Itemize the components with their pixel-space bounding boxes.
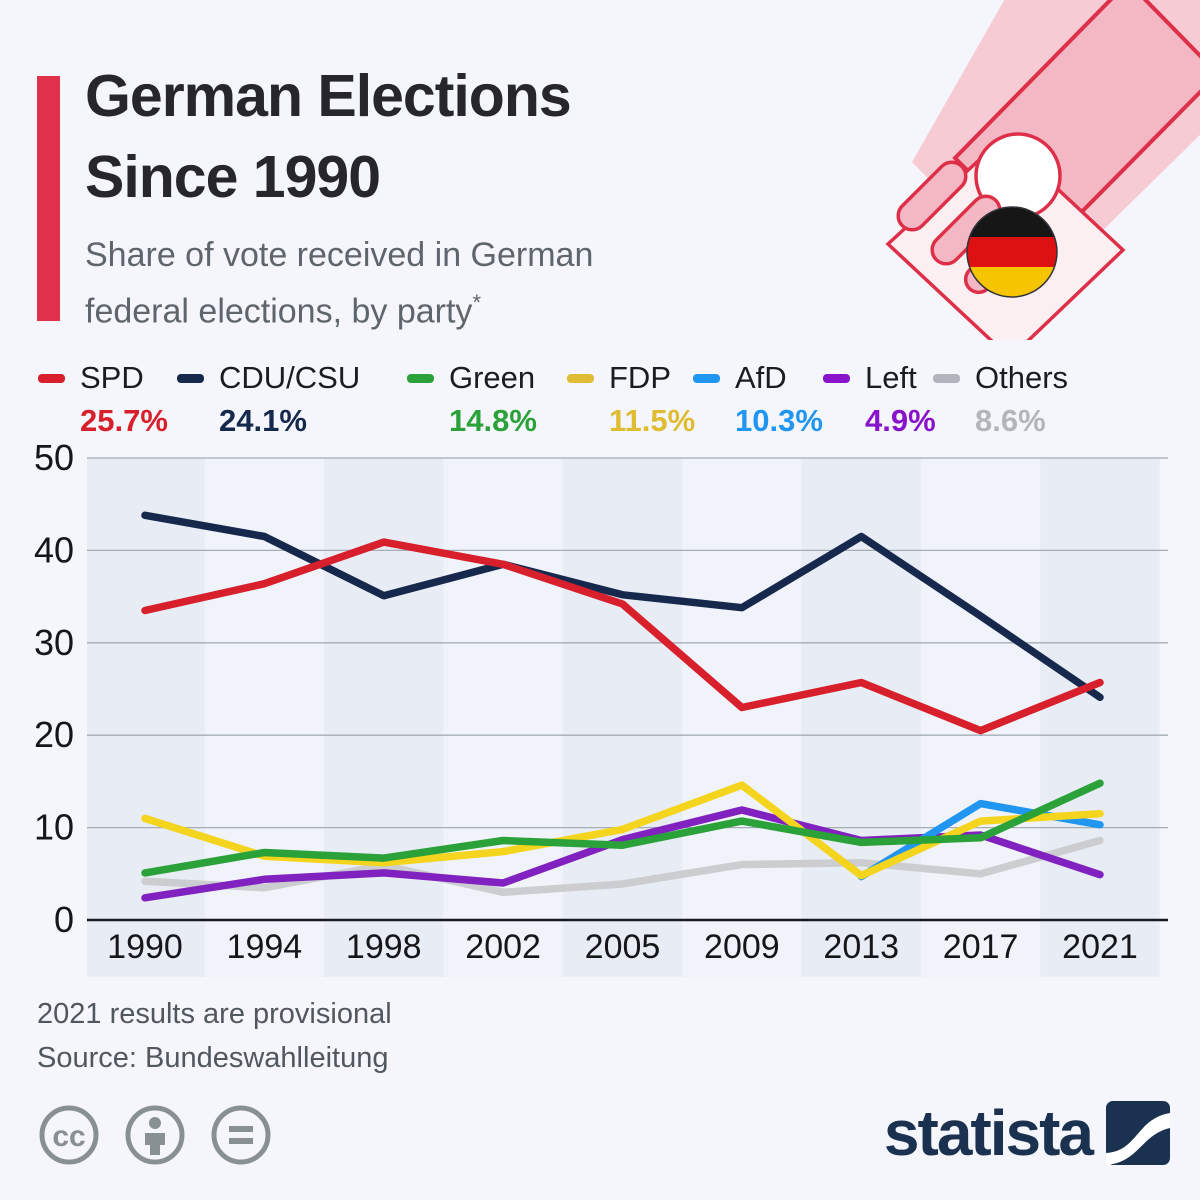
legend-label: CDU/CSU: [219, 360, 361, 395]
footnote-provisional: 2021 results are provisional: [37, 998, 392, 1030]
statista-logo-icon: [1106, 1101, 1170, 1165]
year-stripe: [324, 458, 444, 977]
x-axis-tick-label: 2013: [823, 928, 899, 966]
year-stripe: [1040, 458, 1160, 977]
y-axis-tick-label: 40: [34, 529, 74, 570]
title-accent-bar: [37, 76, 60, 321]
legend-label: Left: [865, 360, 917, 395]
attribution-icon: [125, 1105, 185, 1165]
x-axis-tick-label: 2002: [465, 928, 541, 966]
legend-swatch-icon: [933, 373, 960, 383]
legend-value: 8.6%: [975, 403, 1046, 438]
legend-item-CDU-CSU: CDU/CSU 24.1%: [177, 360, 360, 439]
ballot-hand-illustration: [885, 0, 1200, 340]
legend-value: 14.8%: [449, 403, 537, 438]
chart-legend: SPD 25.7% CDU/CSU 24.1% Green 14.8% FDP 11.5% Af…: [0, 360, 1200, 450]
footnotes: 2021 results are provisional Source: Bun…: [37, 992, 392, 1080]
y-axis-tick-label: 0: [54, 899, 74, 940]
y-axis-tick-label: 10: [34, 807, 74, 848]
legend-label: AfD: [735, 360, 787, 395]
legend-value: 24.1%: [219, 403, 307, 438]
legend-label: SPD: [80, 360, 144, 395]
legend-value: 11.5%: [609, 403, 696, 438]
series-line-SPD: [141, 538, 1104, 735]
y-axis-tick-label: 50: [34, 437, 74, 478]
statista-logo-text: statista: [883, 1097, 1094, 1169]
legend-item-Left: Left 4.9%: [823, 360, 936, 439]
legend-item-FDP: FDP 11.5%: [567, 360, 695, 439]
legend-label: Green: [449, 360, 536, 395]
year-stripe: [801, 458, 921, 977]
title-line-1: German Elections: [85, 63, 572, 129]
title-line-2: Since 1990: [85, 144, 381, 210]
x-axis-tick-label: 2009: [704, 928, 780, 966]
x-axis-tick-label: 2005: [585, 928, 661, 966]
y-axis-tick-label: 30: [34, 622, 74, 663]
legend-swatch-icon: [38, 373, 65, 383]
series-line-CDU-CSU: [141, 511, 1104, 702]
page-title: German Elections Since 1990: [85, 56, 572, 218]
legend-item-Green: Green 14.8%: [407, 360, 537, 439]
legend-label: FDP: [609, 360, 671, 395]
footnote-source: Source: Bundeswahlleitung: [37, 1042, 389, 1074]
legend-swatch-icon: [177, 373, 204, 383]
subtitle-line-1: Share of vote received in German: [85, 236, 594, 274]
year-stripe: [443, 458, 563, 977]
legend-value: 10.3%: [735, 403, 823, 438]
legend-swatch-icon: [407, 373, 434, 383]
chart-subtitle: Share of vote received in German federal …: [85, 232, 593, 335]
x-axis-tick-label: 1994: [227, 928, 303, 966]
x-axis-tick-label: 2021: [1062, 928, 1138, 966]
legend-label: Others: [975, 360, 1069, 395]
subtitle-line-2: federal elections, by party: [85, 292, 473, 331]
legend-item-AfD: AfD 10.3%: [693, 360, 823, 439]
finger-shape: [896, 160, 968, 232]
subtitle-asterisk: *: [472, 290, 481, 315]
svg-text:cc: cc: [52, 1120, 85, 1153]
year-stripe: [682, 458, 802, 977]
year-stripe: [562, 458, 683, 977]
flag-circle-outline: [966, 206, 1058, 298]
y-axis-tick-label: 20: [34, 714, 74, 755]
legend-value: 25.7%: [80, 403, 168, 438]
cc-icon: cc: [39, 1105, 99, 1165]
x-axis-tick-label: 1998: [346, 928, 422, 966]
legend-swatch-icon: [823, 373, 850, 383]
legend-value: 4.9%: [865, 403, 936, 438]
statista-logo: statista: [884, 1096, 1170, 1170]
legend-item-SPD: SPD 25.7%: [38, 360, 168, 439]
legend-swatch-icon: [567, 373, 594, 383]
no-derivatives-icon: [211, 1105, 271, 1165]
legend-item-Others: Others 8.6%: [933, 360, 1068, 439]
legend-swatch-icon: [693, 373, 720, 383]
x-axis-tick-label: 1990: [107, 928, 183, 966]
x-axis-tick-label: 2017: [943, 928, 1019, 966]
series-line-Green: [141, 779, 1104, 877]
cc-license-icons: cc: [38, 1104, 272, 1166]
